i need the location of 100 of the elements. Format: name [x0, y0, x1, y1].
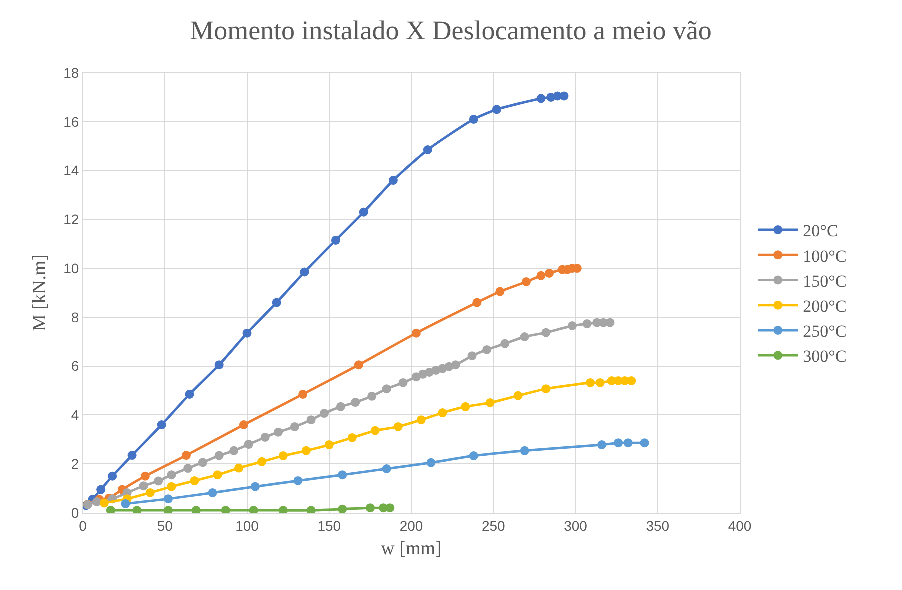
- y-tick-label: 18: [64, 64, 80, 81]
- point: [614, 438, 623, 448]
- chart-title: Momento instalado X Deslocamento a meio vão: [190, 16, 712, 46]
- y-tick-label: 2: [71, 456, 80, 472]
- x-tick-label: 50: [157, 518, 174, 534]
- point: [492, 105, 502, 114]
- point: [208, 488, 218, 498]
- point: [394, 422, 403, 432]
- point: [121, 499, 130, 508]
- point: [351, 398, 360, 408]
- point: [214, 360, 224, 370]
- point: [398, 378, 408, 388]
- point: [348, 433, 357, 442]
- legend-label: 300°C: [803, 347, 847, 366]
- point: [386, 504, 395, 513]
- y-tick-label: 10: [64, 260, 80, 276]
- legend-label: 250°C: [803, 322, 847, 342]
- point: [412, 328, 421, 338]
- point: [244, 440, 254, 450]
- point: [239, 420, 248, 430]
- point: [461, 402, 470, 412]
- point: [100, 498, 109, 508]
- point: [230, 446, 239, 456]
- point: [213, 470, 222, 480]
- point: [290, 422, 300, 432]
- point: [624, 438, 633, 448]
- point: [359, 208, 368, 217]
- point: [451, 360, 460, 370]
- point: [140, 472, 150, 481]
- point: [157, 420, 166, 430]
- point: [542, 328, 551, 338]
- point: [250, 482, 260, 492]
- point: [370, 426, 380, 436]
- x-tick-label: 400: [728, 518, 752, 534]
- point: [167, 482, 176, 492]
- point: [382, 464, 392, 474]
- point: [92, 498, 102, 506]
- point: [438, 408, 448, 418]
- point: [500, 339, 510, 348]
- x-tick-label: 300: [564, 518, 588, 534]
- point: [426, 458, 436, 468]
- legend-label: 150°C: [803, 272, 847, 291]
- point: [185, 390, 194, 399]
- point: [522, 278, 531, 286]
- point: [96, 485, 106, 494]
- x-tick-label: 200: [400, 518, 424, 534]
- point: [214, 451, 224, 460]
- point: [582, 320, 592, 329]
- y-tick-label: 16: [64, 114, 80, 130]
- x-tick-label: 100: [236, 518, 260, 534]
- point: [300, 268, 310, 277]
- point: [496, 287, 505, 296]
- point: [514, 391, 523, 400]
- point: [536, 271, 546, 280]
- point: [468, 352, 477, 361]
- point: [568, 322, 577, 330]
- point: [182, 451, 191, 460]
- point: [234, 464, 244, 473]
- point: [542, 384, 551, 394]
- point: [416, 416, 426, 425]
- point: [320, 409, 329, 418]
- point: [258, 457, 267, 466]
- legend-label: 20°C: [803, 222, 838, 241]
- point: [368, 392, 377, 401]
- point: [302, 446, 311, 456]
- point: [520, 446, 530, 456]
- legend-label: 100°C: [803, 246, 847, 266]
- point: [586, 378, 596, 388]
- y-tick-label: 12: [64, 212, 80, 228]
- point: [482, 345, 492, 354]
- point: [242, 328, 252, 338]
- point: [366, 504, 375, 513]
- y-tick-label: 14: [64, 162, 80, 179]
- point: [520, 332, 530, 342]
- x-tick-label: 150: [318, 518, 342, 534]
- y-axis-title: M [kN.m]: [29, 254, 50, 332]
- point: [306, 416, 316, 425]
- point: [184, 464, 193, 474]
- point: [640, 438, 650, 448]
- point: [324, 440, 334, 450]
- point: [536, 94, 546, 104]
- point: [260, 432, 270, 442]
- point: [486, 398, 495, 408]
- point: [108, 472, 118, 481]
- point: [139, 482, 148, 491]
- point: [298, 390, 308, 399]
- point: [190, 476, 200, 486]
- point: [596, 378, 605, 388]
- point: [198, 458, 208, 468]
- x-tick-label: 350: [646, 518, 670, 534]
- y-tick-label: 4: [71, 407, 80, 424]
- point: [598, 440, 607, 450]
- point: [388, 176, 398, 186]
- point: [338, 504, 348, 513]
- point: [472, 298, 482, 308]
- point: [423, 146, 432, 154]
- point: [336, 402, 346, 412]
- point: [627, 376, 636, 386]
- point: [382, 384, 392, 394]
- x-tick-label: 250: [482, 518, 506, 534]
